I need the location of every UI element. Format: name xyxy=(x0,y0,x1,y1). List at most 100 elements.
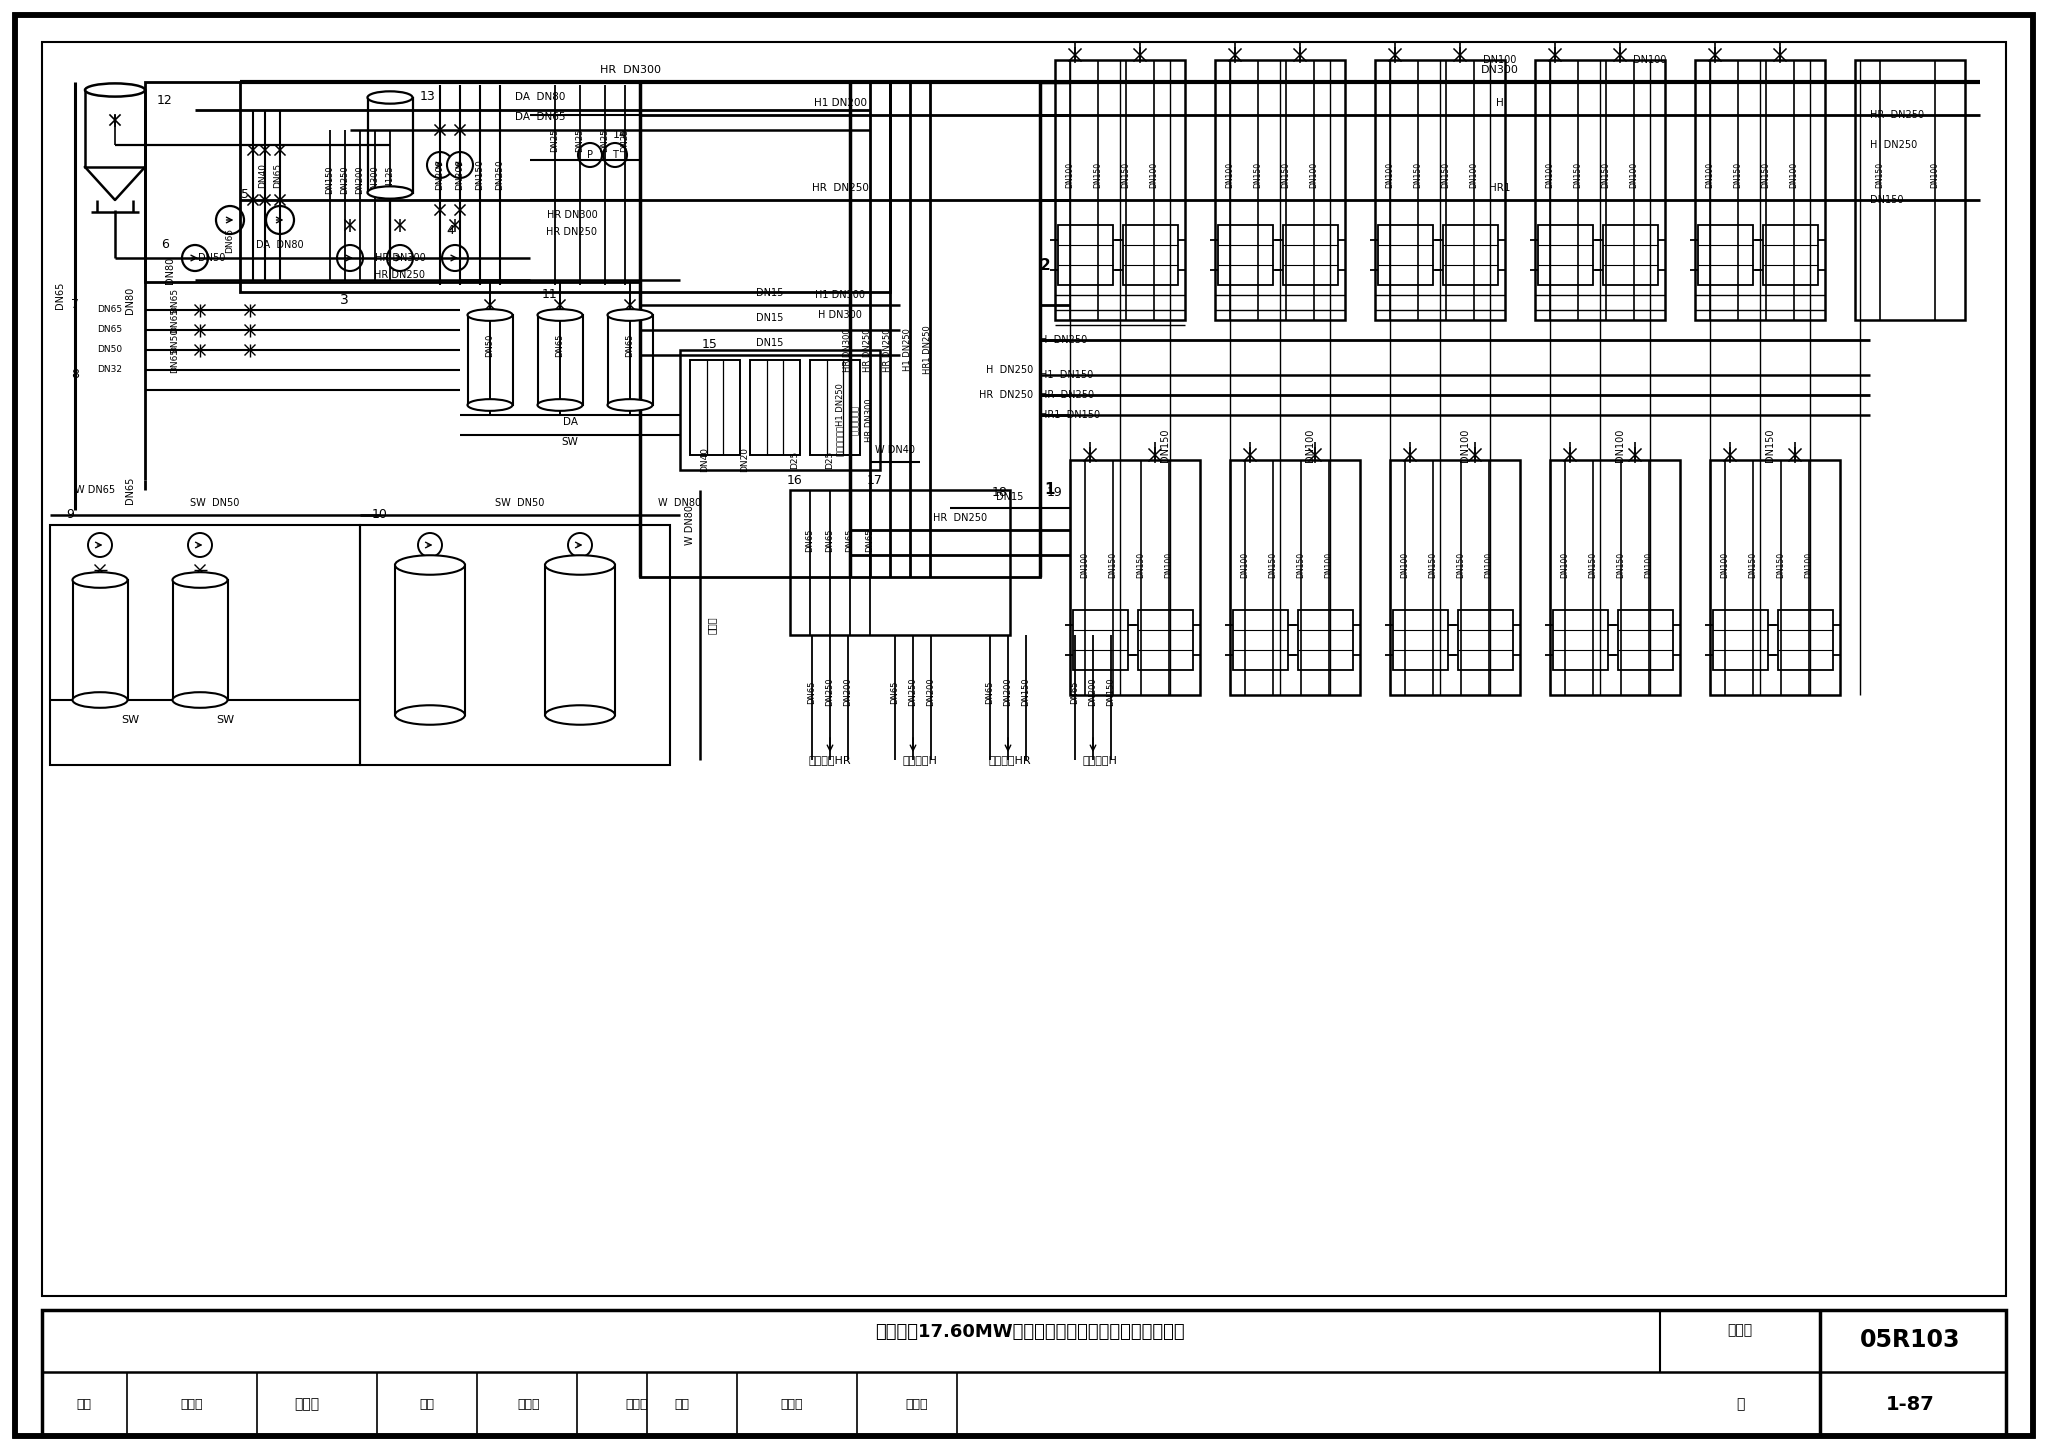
Ellipse shape xyxy=(467,399,512,411)
Bar xyxy=(750,360,801,456)
Text: DA  DN80: DA DN80 xyxy=(256,239,303,250)
Text: DN25: DN25 xyxy=(621,128,629,152)
Text: DN100: DN100 xyxy=(1470,163,1479,189)
Text: DN50: DN50 xyxy=(98,345,123,354)
Bar xyxy=(72,580,127,699)
Bar xyxy=(367,97,412,193)
Bar xyxy=(1069,460,1200,695)
Bar xyxy=(172,580,227,699)
Text: DA  DN65: DA DN65 xyxy=(514,112,565,122)
Text: DN25: DN25 xyxy=(575,128,584,152)
Text: DN100: DN100 xyxy=(1225,163,1235,189)
Text: SW  DN50: SW DN50 xyxy=(496,498,545,508)
Text: DN65: DN65 xyxy=(98,325,123,335)
Text: DN100: DN100 xyxy=(1401,551,1409,577)
Bar xyxy=(1378,225,1432,284)
Text: HR1  DN150: HR1 DN150 xyxy=(1040,411,1100,419)
Text: 总热负荷17.60MW高低区采暖用水－水热交换站流程图: 总热负荷17.60MW高低区采暖用水－水热交换站流程图 xyxy=(874,1323,1186,1341)
Bar xyxy=(1298,609,1352,670)
Text: DN65: DN65 xyxy=(125,476,135,503)
Bar xyxy=(608,315,653,405)
Text: DN100: DN100 xyxy=(1309,163,1319,189)
Text: 图集号: 图集号 xyxy=(1726,1323,1753,1336)
Text: DN100: DN100 xyxy=(1241,551,1249,577)
Ellipse shape xyxy=(72,572,127,588)
Circle shape xyxy=(442,245,469,271)
Ellipse shape xyxy=(537,309,582,321)
Text: HR DN300: HR DN300 xyxy=(547,210,598,221)
Text: DN65: DN65 xyxy=(891,681,899,704)
Text: 川征号: 川征号 xyxy=(627,1397,649,1410)
Text: DN25: DN25 xyxy=(551,128,559,152)
Bar xyxy=(43,1310,2005,1436)
Text: DN100: DN100 xyxy=(1460,428,1470,461)
Text: H DN300: H DN300 xyxy=(817,311,862,321)
Bar xyxy=(1698,225,1753,284)
Text: 刘继兴: 刘继兴 xyxy=(518,1397,541,1410)
Text: HR DN300: HR DN300 xyxy=(375,252,426,263)
Bar xyxy=(145,83,639,281)
Text: DN200: DN200 xyxy=(1004,678,1012,707)
Bar xyxy=(537,315,582,405)
Bar xyxy=(639,83,1040,577)
Text: SW: SW xyxy=(215,715,233,726)
Text: DN150: DN150 xyxy=(1159,428,1169,461)
Bar xyxy=(1536,59,1665,321)
Text: 5: 5 xyxy=(242,189,250,202)
Bar xyxy=(1552,609,1608,670)
Text: P: P xyxy=(588,149,594,160)
Text: DN100: DN100 xyxy=(1149,163,1159,189)
Text: DN65: DN65 xyxy=(555,334,565,357)
Text: DN50: DN50 xyxy=(170,328,180,353)
Text: 7: 7 xyxy=(72,299,80,312)
Text: DN65: DN65 xyxy=(55,281,66,309)
Text: HR  DN250: HR DN250 xyxy=(934,514,987,522)
Ellipse shape xyxy=(72,692,127,708)
Text: 11: 11 xyxy=(543,289,557,302)
Text: DN150: DN150 xyxy=(1094,163,1102,189)
Bar xyxy=(49,525,360,765)
Text: 低区供水H: 低区供水H xyxy=(903,755,938,765)
Text: HR  DN250: HR DN250 xyxy=(1870,110,1925,120)
Text: DN100: DN100 xyxy=(1081,551,1090,577)
Bar xyxy=(1458,609,1513,670)
Text: HR DN250: HR DN250 xyxy=(375,270,426,280)
Text: 沙玉兰: 沙玉兰 xyxy=(905,1397,928,1410)
Text: W DN40: W DN40 xyxy=(874,445,915,456)
Text: DN150: DN150 xyxy=(1442,163,1450,189)
Text: DN15: DN15 xyxy=(756,313,784,324)
Ellipse shape xyxy=(86,83,145,97)
Text: 自来水: 自来水 xyxy=(707,617,717,634)
Text: DN100: DN100 xyxy=(1630,163,1638,189)
Bar xyxy=(1550,460,1679,695)
Text: DN100: DN100 xyxy=(1706,163,1714,189)
Bar xyxy=(791,490,1010,636)
Text: 高区回水HR: 高区回水HR xyxy=(989,755,1032,765)
Circle shape xyxy=(567,533,592,557)
Text: HR DN250: HR DN250 xyxy=(547,226,598,237)
Text: DN100: DN100 xyxy=(1485,551,1493,577)
Text: DN200: DN200 xyxy=(436,160,444,190)
Ellipse shape xyxy=(367,186,412,199)
Text: DN250: DN250 xyxy=(340,165,350,194)
Text: DN200: DN200 xyxy=(356,165,365,194)
Text: DN65: DN65 xyxy=(170,347,180,373)
Text: DN150: DN150 xyxy=(1430,551,1438,577)
Text: DN100: DN100 xyxy=(1483,55,1518,65)
Text: T: T xyxy=(612,149,618,160)
Text: DN65: DN65 xyxy=(825,528,834,551)
Ellipse shape xyxy=(172,572,227,588)
Text: HR  DN250: HR DN250 xyxy=(979,390,1032,400)
Text: DN150: DN150 xyxy=(1761,163,1772,189)
Text: DN100: DN100 xyxy=(1790,163,1798,189)
Text: DN50: DN50 xyxy=(199,252,225,263)
Bar xyxy=(1393,609,1448,670)
Text: 9: 9 xyxy=(66,508,74,521)
Text: D25: D25 xyxy=(825,451,834,469)
Text: DN40: DN40 xyxy=(258,163,268,187)
Bar xyxy=(467,315,512,405)
Text: DN65: DN65 xyxy=(225,228,236,252)
Text: 2: 2 xyxy=(1040,257,1051,273)
Bar xyxy=(1855,59,1964,321)
Text: DN100: DN100 xyxy=(1165,551,1174,577)
